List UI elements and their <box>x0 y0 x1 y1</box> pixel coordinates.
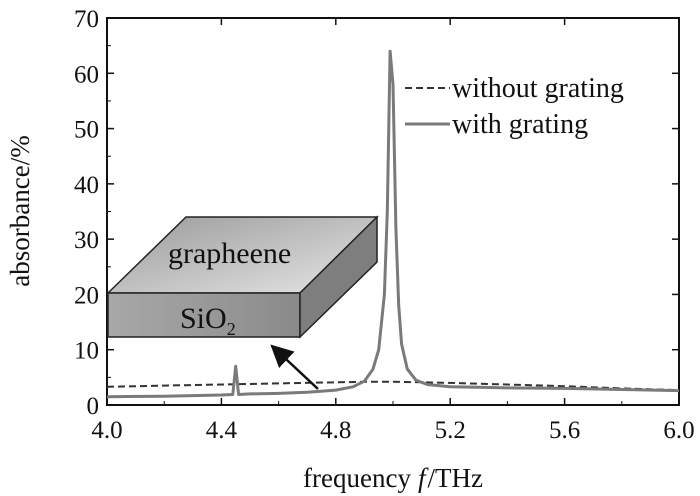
y-tick-label: 10 <box>74 338 99 365</box>
series-line-with-grating <box>106 49 680 399</box>
inset-side-label-subscript: 2 <box>227 319 236 339</box>
x-axis-title-prefix: frequency <box>303 463 411 493</box>
series-layer <box>106 49 680 399</box>
x-tick-label: 5.2 <box>435 417 466 444</box>
x-tick-label: 4.4 <box>206 417 238 444</box>
y-tick-label: 40 <box>74 172 99 199</box>
inset-illustration: grapheene SiO2 <box>106 215 379 390</box>
x-axis-title-var: f <box>418 463 429 493</box>
inset-side-label-main: SiO <box>180 302 227 335</box>
y-axis-title: absorbance/% <box>5 135 35 286</box>
slab-side-face <box>299 215 378 339</box>
x-tick-label: 4.8 <box>320 417 351 444</box>
legend: without grating with grating <box>405 73 624 140</box>
inset-arrow <box>270 344 319 390</box>
x-axis-title-unit: /THz <box>427 463 482 493</box>
y-tick-label: 0 <box>87 393 100 420</box>
y-tick-label: 70 <box>74 6 99 33</box>
legend-label-without-grating: without grating <box>452 73 624 104</box>
axis-tick-labels: 4.0 4.4 4.8 5.2 5.6 6.0 0 10 20 30 40 50 60 70 <box>74 6 695 444</box>
y-tick-label: 50 <box>74 117 99 144</box>
x-axis-title: frequency f/THz <box>303 463 483 493</box>
y-tick-label: 30 <box>74 227 99 254</box>
inset-side-label: SiO2 <box>180 302 236 339</box>
series-line-without-grating <box>106 380 680 392</box>
inset-top-label: grapheene <box>168 237 291 270</box>
y-tick-label: 60 <box>74 61 99 88</box>
x-tick-label: 4.0 <box>91 417 122 444</box>
x-tick-label: 6.0 <box>663 417 694 444</box>
y-tick-label: 20 <box>74 282 99 309</box>
x-tick-label: 5.6 <box>549 417 580 444</box>
legend-label-with-grating: with grating <box>452 109 588 140</box>
